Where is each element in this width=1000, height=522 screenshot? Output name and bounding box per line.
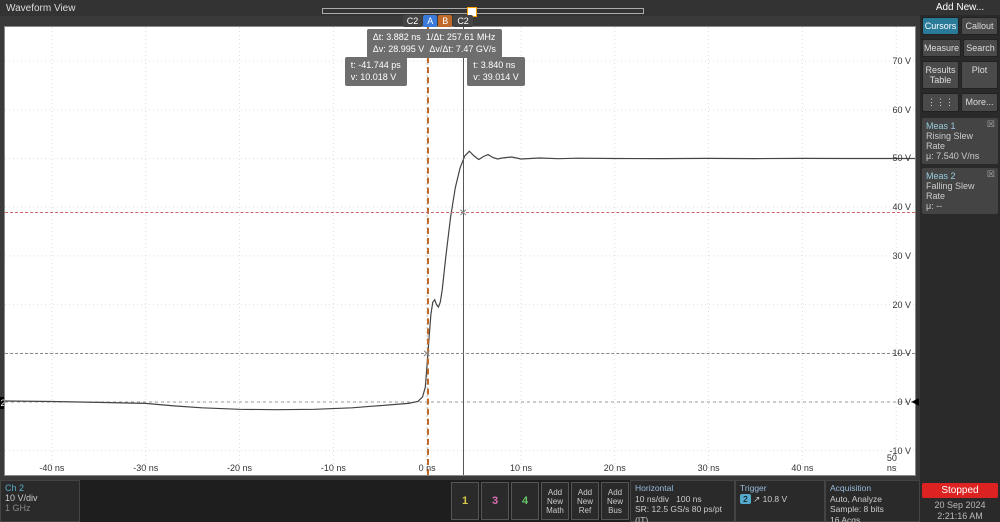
y-tick: 30 V: [892, 251, 911, 261]
sidebar-btn-cursors[interactable]: Cursors: [922, 17, 959, 35]
y-tick: -10 V: [889, 446, 911, 456]
trigger-box[interactable]: Trigger 2 ↗ 10.8 V: [735, 480, 825, 522]
cursor-a-cross: ×: [423, 345, 431, 361]
add-math-button[interactable]: AddNewMath: [541, 482, 569, 520]
sidebar-btn-search[interactable]: Search: [963, 39, 998, 57]
y-tick: 10 V: [892, 348, 911, 358]
plot-frame: C2 SW × × C2 A B C2 Δt: 3.882 ns 1/Δt: 2…: [0, 16, 920, 480]
channel-1-button[interactable]: 1: [451, 482, 479, 520]
cursor-b-panel: t: 3.840 nsv: 39.014 V: [467, 57, 525, 86]
y-tick: 50 V: [892, 153, 911, 163]
cursor-chips: C2 A B C2: [403, 15, 473, 27]
x-tick: -10 ns: [321, 463, 346, 473]
x-tick: -30 ns: [133, 463, 158, 473]
timebase-track[interactable]: [322, 8, 644, 14]
y-tick: 70 V: [892, 56, 911, 66]
cursor-a-panel: t: -41.744 psv: 10.018 V: [345, 57, 407, 86]
channel-4-button[interactable]: 4: [511, 482, 539, 520]
acquisition-box[interactable]: Acquisition Auto, Analyze Sample: 8 bits…: [825, 480, 920, 522]
run-status[interactable]: Stopped: [922, 483, 998, 498]
timestamp: 20 Sep 20242:21:16 AM: [920, 500, 1000, 522]
cursor-b-line[interactable]: [463, 27, 464, 475]
sidebar-btn-callout[interactable]: Callout: [961, 17, 998, 35]
meas-box-2[interactable]: ☒Meas 2Falling Slew Rateμ: --: [922, 168, 998, 214]
close-icon[interactable]: ☒: [987, 169, 995, 180]
x-tick: 0 ns: [419, 463, 436, 473]
sidebar-btn-results-table[interactable]: Results Table: [922, 61, 959, 89]
x-tick: -20 ns: [227, 463, 252, 473]
x-tick: -40 ns: [39, 463, 64, 473]
cursor-b-cross: ×: [459, 204, 467, 220]
x-tick: 40 ns: [791, 463, 813, 473]
close-icon[interactable]: ☒: [987, 119, 995, 130]
trigger-marker: ◀: [911, 396, 919, 407]
y-tick: 60 V: [892, 105, 911, 115]
horizontal-box[interactable]: Horizontal 10 ns/div 100 ns SR: 12.5 GS/…: [630, 480, 735, 522]
sidebar-btn-more-[interactable]: More...: [961, 93, 998, 112]
cursor-a-hline: [5, 353, 915, 354]
add-bus-button[interactable]: AddNewBus: [601, 482, 629, 520]
meas-box-1[interactable]: ☒Meas 1Rising Slew Rateμ: 7.540 V/ns: [922, 118, 998, 164]
sidebar-btn--[interactable]: ⋮⋮⋮: [922, 93, 959, 112]
y-tick: 20 V: [892, 300, 911, 310]
add-ref-button[interactable]: AddNewRef: [571, 482, 599, 520]
sidebar-btn-plot[interactable]: Plot: [961, 61, 998, 89]
sidebar-title: Add New...: [920, 0, 1000, 15]
y-tick: 0 V: [897, 397, 911, 407]
x-tick: 20 ns: [604, 463, 626, 473]
cursor-a-line[interactable]: [427, 27, 429, 475]
sidebar-btn-measure[interactable]: Measure: [922, 39, 961, 57]
window-title: Waveform View: [6, 3, 75, 14]
bottom-bar: Ch 2 10 V/div 1 GHz 134 AddNewMathAddNew…: [0, 480, 920, 522]
x-tick: 50 ns: [887, 453, 906, 473]
waveform-plot[interactable]: × × C2 A B C2 Δt: 3.882 ns 1/Δt: 257.61 …: [4, 26, 916, 476]
channel-info[interactable]: Ch 2 10 V/div 1 GHz: [0, 480, 80, 522]
cursor-delta-panel: Δt: 3.882 ns 1/Δt: 257.61 MHz Δv: 28.995…: [367, 29, 502, 58]
channel-3-button[interactable]: 3: [481, 482, 509, 520]
y-tick: 40 V: [892, 202, 911, 212]
x-tick: 30 ns: [698, 463, 720, 473]
sidebar: Add New... CursorsCalloutMeasureSearchRe…: [920, 0, 1000, 522]
x-tick: 10 ns: [510, 463, 532, 473]
